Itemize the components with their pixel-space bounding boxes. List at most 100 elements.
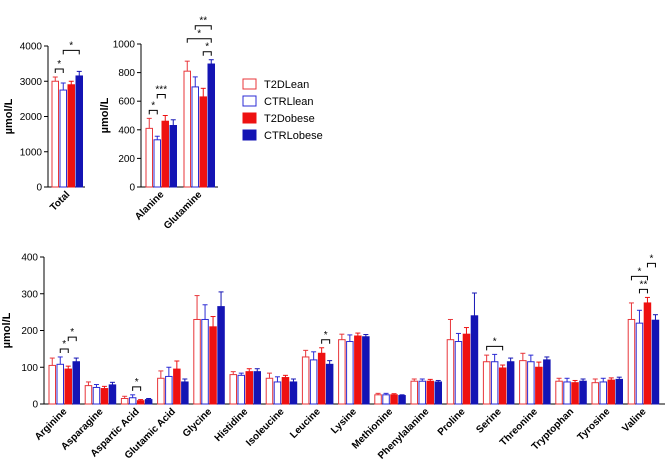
bar-threonine-ctrlobese xyxy=(543,359,551,405)
legend-label-t2dobese: T2Dobese xyxy=(264,113,315,125)
x-tick-label-total: Total xyxy=(48,189,72,213)
bar-phenylalanine-t2dlean xyxy=(410,380,418,405)
bar-alanine-t2dlean xyxy=(145,127,153,188)
bar-valine-t2dobese xyxy=(643,302,652,405)
legend: T2DLean CTRLlean T2Dobese CTRLobese xyxy=(242,78,323,142)
y-axis-label: µmol/L xyxy=(3,98,15,134)
bar-tryptophan-t2dobese xyxy=(571,382,579,405)
significance-bracket-arginine xyxy=(67,336,77,342)
y-tick-label: 2000 xyxy=(20,112,43,123)
bar-histidine-t2dobese xyxy=(245,371,253,405)
bar-glycine-ctrllean xyxy=(201,318,209,405)
legend-label-ctrlobese: CTRLobese xyxy=(264,130,323,142)
x-tick-label-proline: Proline xyxy=(436,406,468,438)
bar-tyrosine-ctrlobese xyxy=(615,378,623,405)
y-tick-label: 300 xyxy=(21,289,38,300)
bar-methionine-t2dobese xyxy=(390,394,398,405)
bar-valine-ctrllean xyxy=(635,322,644,405)
bar-glycine-t2dobese xyxy=(209,326,217,405)
bar-isoleucine-t2dlean xyxy=(265,377,274,405)
x-tick-label-tyrosine: Tyrosine xyxy=(576,406,613,443)
significance-label-leucine: * xyxy=(324,330,328,341)
bar-histidine-t2dlean xyxy=(229,374,237,405)
bar-aspartic-acid-ctrllean xyxy=(128,397,137,405)
bar-isoleucine-ctrllean xyxy=(273,381,282,405)
x-tick-label-alanine: Alanine xyxy=(133,189,167,223)
bar-arginine-t2dlean xyxy=(48,364,56,405)
x-tick-label-valine: Valine xyxy=(620,406,649,435)
y-tick-label: 400 xyxy=(118,125,135,136)
bar-arginine-ctrllean xyxy=(56,363,64,405)
bar-total-ctrllean xyxy=(59,89,67,188)
bar-leucine-ctrllean xyxy=(309,359,318,405)
y-tick-label: 3000 xyxy=(20,77,43,88)
bar-asparagine-t2dlean xyxy=(84,385,93,405)
bar-aspartic-acid-ctrlobese xyxy=(144,399,153,405)
significance-label-aspartic-acid: * xyxy=(135,377,139,388)
bar-glutamic-acid-t2dlean xyxy=(157,377,165,405)
significance-label-glutamine: ** xyxy=(199,16,207,27)
significance-label-valine: * xyxy=(649,253,653,264)
bar-glutamine-t2dlean xyxy=(183,70,191,188)
significance-label-glutamine: * xyxy=(197,29,201,40)
bar-valine-t2dlean xyxy=(627,318,636,405)
bar-threonine-t2dlean xyxy=(519,360,527,405)
bar-tryptophan-ctrlobese xyxy=(579,380,587,405)
legend-swatch-t2dobese xyxy=(242,112,257,124)
bar-asparagine-t2dobese xyxy=(100,388,109,405)
bar-asparagine-ctrlobese xyxy=(108,384,117,405)
bar-total-t2dlean xyxy=(51,80,59,188)
significance-bracket-alanine xyxy=(156,94,166,99)
significance-bracket-glutamine xyxy=(202,51,212,56)
bar-total-t2dobese xyxy=(67,84,75,188)
y-tick-label: 200 xyxy=(21,326,38,337)
y-axis-label: µmol/L xyxy=(1,312,13,348)
bar-serine-ctrlobese xyxy=(506,361,515,405)
legend-swatch-ctrllean xyxy=(242,95,257,107)
significance-label-alanine: *** xyxy=(155,85,167,96)
y-tick-label: 600 xyxy=(118,97,135,108)
bar-leucine-t2dlean xyxy=(301,356,310,405)
bar-aspartic-acid-t2dobese xyxy=(136,400,145,405)
bar-valine-ctrlobese xyxy=(651,319,660,405)
significance-label-alanine: * xyxy=(151,100,155,111)
x-tick-label-arginine: Arginine xyxy=(33,406,70,443)
significance-bracket-serine xyxy=(486,345,504,351)
bar-alanine-ctrllean xyxy=(153,139,161,188)
y-tick-label: 4000 xyxy=(20,42,43,53)
bar-methionine-ctrlobese xyxy=(398,395,406,405)
bar-lysine-ctrllean xyxy=(346,341,354,405)
bar-histidine-ctrlobese xyxy=(253,371,261,405)
significance-label-arginine: * xyxy=(70,327,74,338)
significance-label-valine: ** xyxy=(640,279,648,290)
bar-leucine-ctrlobese xyxy=(325,363,334,405)
significance-label-arginine: * xyxy=(62,339,66,350)
bar-leucine-t2dobese xyxy=(317,352,326,405)
significance-bracket-arginine xyxy=(59,348,69,353)
bar-glutamine-ctrllean xyxy=(191,86,199,188)
x-tick-label-lysine: Lysine xyxy=(329,406,359,436)
bar-isoleucine-t2dobese xyxy=(281,377,290,405)
bar-proline-t2dlean xyxy=(446,339,455,405)
bar-glycine-ctrlobese xyxy=(217,306,225,405)
bar-methionine-ctrllean xyxy=(382,394,390,405)
total-panel: 0 1000 2000 3000 4000 µmol/L Total * * xyxy=(3,40,85,213)
y-tick-label: 0 xyxy=(36,183,42,194)
y-tick-label: 1000 xyxy=(113,40,136,51)
x-tick-label-histidine: Histidine xyxy=(213,406,251,444)
significance-bracket-total xyxy=(54,68,64,74)
bar-arginine-ctrlobese xyxy=(72,361,80,405)
bar-glycine-t2dlean xyxy=(193,318,201,405)
bar-glutamic-acid-ctrllean xyxy=(165,375,173,405)
significance-bracket-leucine xyxy=(321,339,331,344)
bar-glutamic-acid-ctrlobese xyxy=(181,381,189,405)
bar-lysine-ctrlobese xyxy=(362,336,370,405)
bar-phenylalanine-t2dobese xyxy=(426,380,434,405)
significance-label-total: * xyxy=(57,59,61,70)
significance-bracket-glutamine xyxy=(194,25,212,30)
bar-serine-ctrllean xyxy=(490,361,499,405)
y-tick-label: 200 xyxy=(118,154,135,165)
bar-alanine-ctrlobese xyxy=(169,125,177,188)
bar-alanine-t2dobese xyxy=(161,120,169,188)
